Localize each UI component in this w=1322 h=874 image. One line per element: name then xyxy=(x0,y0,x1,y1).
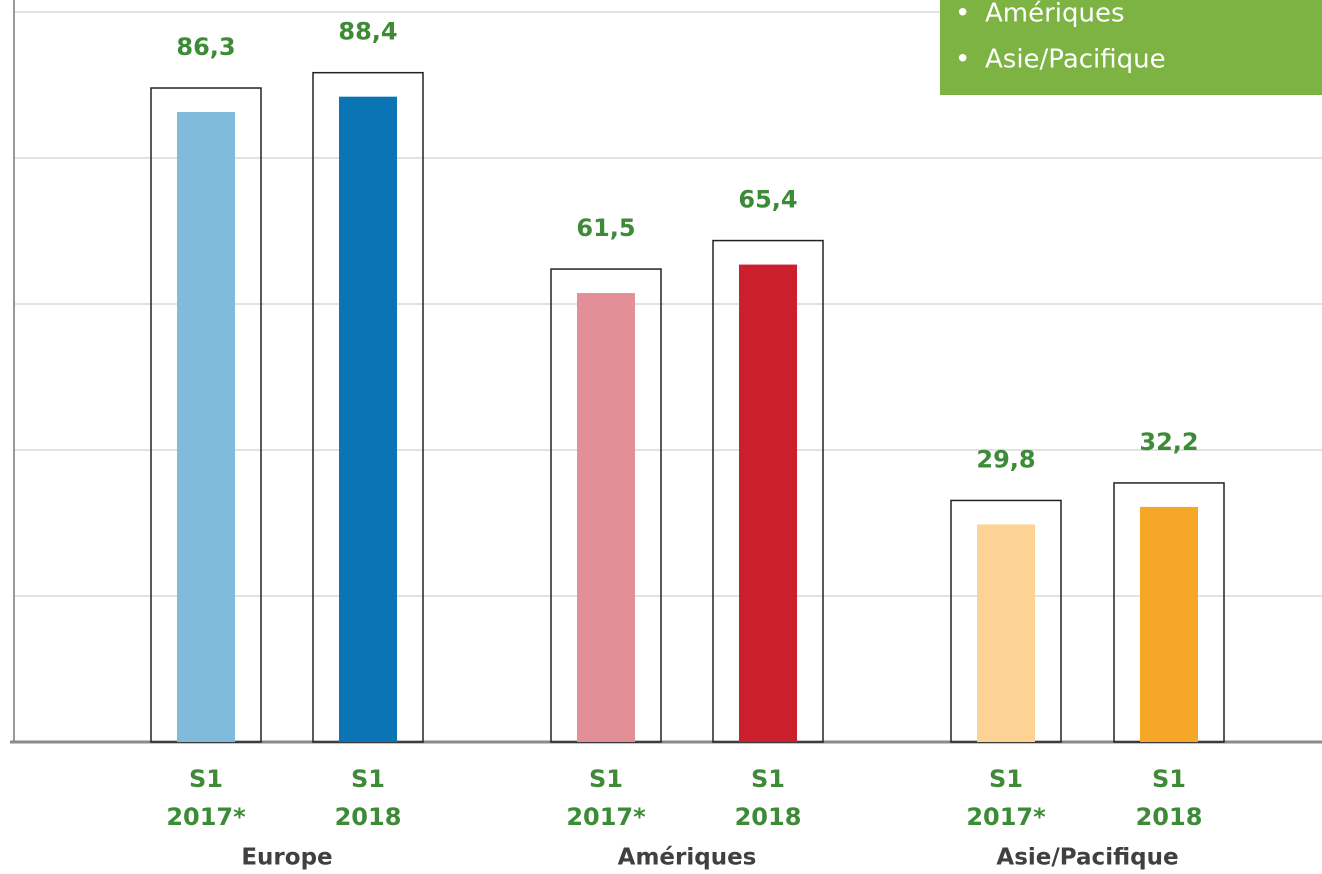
x-tick-label: S1 xyxy=(589,765,623,793)
value-label: 32,2 xyxy=(1139,428,1198,456)
value-label: 86,3 xyxy=(176,33,235,61)
x-tick-label: 2018 xyxy=(335,803,402,831)
group-label: Europe xyxy=(241,845,332,871)
x-tick-label: 2017* xyxy=(566,803,646,831)
value-label: 88,4 xyxy=(338,18,397,46)
x-tick-label: S1 xyxy=(989,765,1023,793)
value-label: 61,5 xyxy=(576,214,635,242)
x-tick-label: S1 xyxy=(751,765,785,793)
bar xyxy=(577,293,635,742)
x-tick-label: 2017* xyxy=(966,803,1046,831)
legend-item: Amériques xyxy=(985,0,1125,29)
legend-box xyxy=(940,0,1322,95)
bar xyxy=(177,112,235,742)
group-label: Amériques xyxy=(618,845,757,871)
x-tick-label: S1 xyxy=(351,765,385,793)
x-tick-label: S1 xyxy=(1152,765,1186,793)
x-tick-label: 2017* xyxy=(166,803,246,831)
legend-bullet: • xyxy=(955,0,970,29)
value-label: 65,4 xyxy=(738,186,797,214)
x-tick-label: 2018 xyxy=(1136,803,1203,831)
value-label: 29,8 xyxy=(976,445,1035,473)
group-label: Asie/Pacifique xyxy=(996,845,1178,871)
x-tick-label: S1 xyxy=(189,765,223,793)
legend-item: Asie/Pacifique xyxy=(985,45,1166,75)
x-tick-label: 2018 xyxy=(735,803,802,831)
bar xyxy=(977,524,1035,742)
legend-bullet: • xyxy=(955,45,970,75)
bar xyxy=(739,264,797,742)
bar xyxy=(339,96,397,743)
bar xyxy=(1140,506,1198,742)
